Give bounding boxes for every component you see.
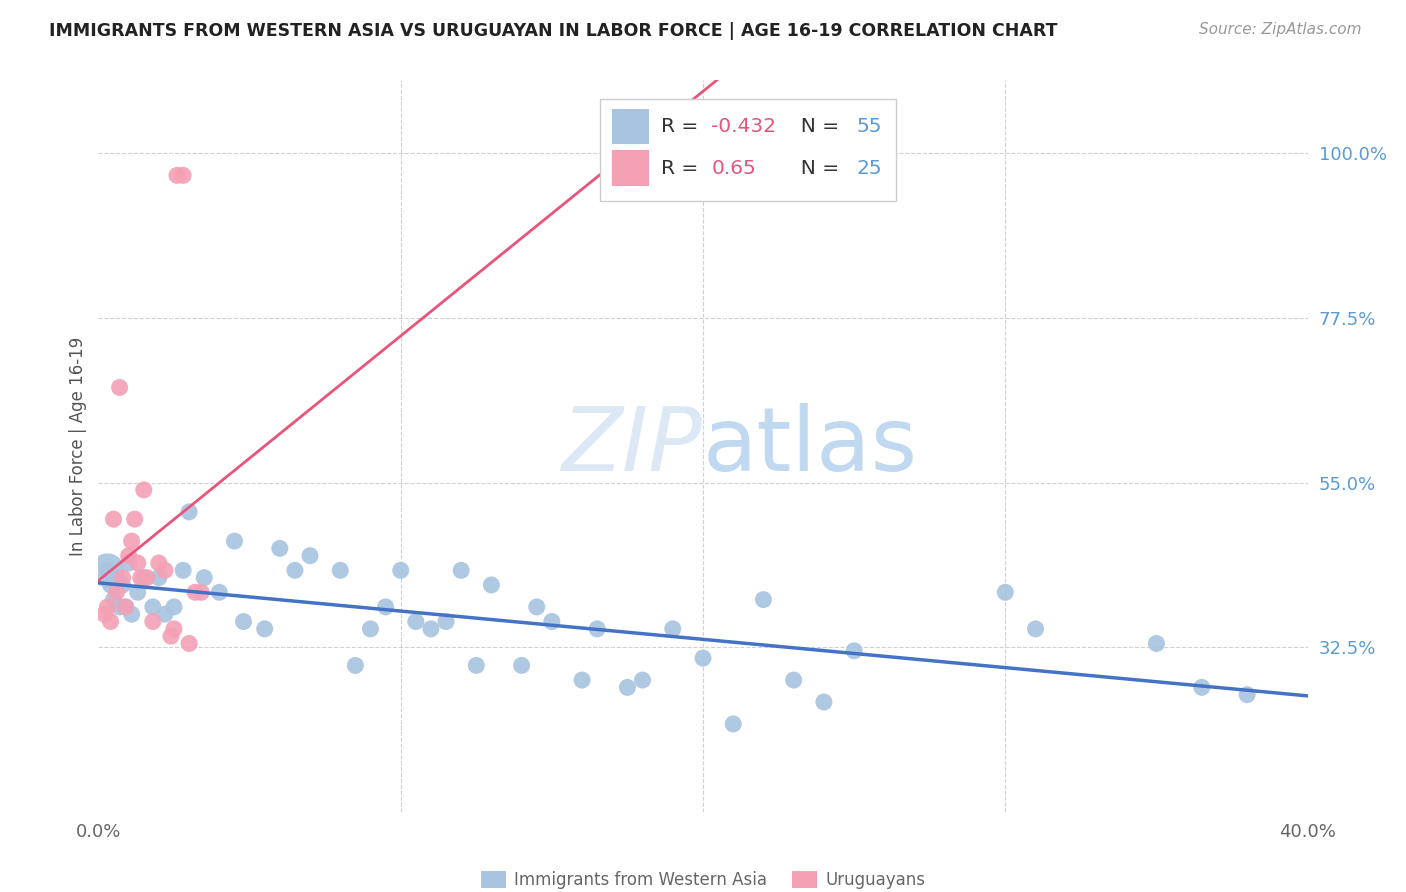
Text: N =: N =	[787, 159, 845, 178]
Point	[360, 622, 382, 636]
Point	[135, 571, 157, 585]
Point	[166, 169, 188, 183]
Point	[172, 169, 194, 183]
Point	[121, 534, 143, 549]
Point	[184, 585, 207, 599]
Point	[163, 622, 186, 636]
Point	[179, 505, 201, 519]
Point	[105, 585, 128, 599]
Point	[108, 380, 131, 394]
Point	[783, 673, 806, 687]
Legend: Immigrants from Western Asia, Uruguayans: Immigrants from Western Asia, Uruguayans	[474, 864, 932, 892]
Point	[118, 556, 141, 570]
Point	[813, 695, 835, 709]
Point	[269, 541, 291, 556]
Point	[105, 571, 128, 585]
FancyBboxPatch shape	[600, 99, 897, 201]
Text: 0.65: 0.65	[711, 159, 756, 178]
Point	[193, 571, 215, 585]
Point	[224, 534, 246, 549]
Point	[1191, 681, 1213, 695]
Point	[661, 622, 683, 636]
Point	[153, 563, 176, 577]
Point	[434, 615, 457, 629]
Text: Source: ZipAtlas.com: Source: ZipAtlas.com	[1198, 22, 1361, 37]
Point	[344, 658, 367, 673]
Text: atlas: atlas	[703, 402, 918, 490]
Point	[692, 651, 714, 665]
Point	[190, 585, 212, 599]
Point	[172, 563, 194, 577]
Point	[465, 658, 488, 673]
Point	[129, 571, 152, 585]
Point	[420, 622, 443, 636]
Text: IMMIGRANTS FROM WESTERN ASIA VS URUGUAYAN IN LABOR FORCE | AGE 16-19 CORRELATION: IMMIGRANTS FROM WESTERN ASIA VS URUGUAYA…	[49, 22, 1057, 40]
Text: ZIP: ZIP	[562, 403, 703, 489]
Point	[1236, 688, 1258, 702]
Point	[179, 636, 201, 650]
Point	[103, 512, 125, 526]
FancyBboxPatch shape	[613, 109, 648, 144]
Point	[148, 571, 170, 585]
Point	[631, 673, 654, 687]
Point	[844, 644, 866, 658]
Point	[124, 512, 146, 526]
Point	[103, 592, 125, 607]
Point	[232, 615, 254, 629]
Point	[114, 599, 136, 614]
Point	[299, 549, 322, 563]
Text: R =: R =	[661, 117, 704, 136]
Y-axis label: In Labor Force | Age 16-19: In Labor Force | Age 16-19	[69, 336, 87, 556]
Point	[571, 673, 593, 687]
Point	[114, 599, 136, 614]
Text: R =: R =	[661, 159, 704, 178]
Point	[100, 615, 122, 629]
Point	[111, 578, 134, 592]
Point	[586, 622, 609, 636]
Point	[96, 599, 118, 614]
Point	[127, 585, 149, 599]
Point	[540, 615, 562, 629]
Point	[389, 563, 412, 577]
Point	[132, 571, 155, 585]
Point	[450, 563, 472, 577]
Point	[142, 599, 165, 614]
Point	[510, 658, 533, 673]
Text: 25: 25	[856, 159, 882, 178]
Point	[96, 563, 118, 577]
Point	[616, 681, 638, 695]
Point	[1024, 622, 1046, 636]
FancyBboxPatch shape	[613, 151, 648, 186]
Point	[329, 563, 352, 577]
Text: N =: N =	[787, 117, 845, 136]
Text: -0.432: -0.432	[711, 117, 776, 136]
Point	[481, 578, 503, 592]
Point	[108, 599, 131, 614]
Point	[253, 622, 276, 636]
Point	[752, 592, 775, 607]
Point	[148, 556, 170, 570]
Point	[723, 717, 745, 731]
Point	[111, 571, 134, 585]
Point	[100, 578, 122, 592]
Point	[153, 607, 176, 622]
Point	[142, 615, 165, 629]
Point	[526, 599, 548, 614]
Point	[127, 556, 149, 570]
Point	[121, 607, 143, 622]
Text: 55: 55	[856, 117, 882, 136]
Point	[160, 629, 183, 643]
Point	[132, 483, 155, 497]
Point	[1144, 636, 1167, 650]
Point	[994, 585, 1017, 599]
Point	[118, 549, 141, 563]
Point	[163, 599, 186, 614]
Point	[96, 563, 118, 577]
Point	[405, 615, 427, 629]
Point	[93, 607, 115, 622]
Point	[284, 563, 307, 577]
Point	[374, 599, 396, 614]
Point	[208, 585, 231, 599]
